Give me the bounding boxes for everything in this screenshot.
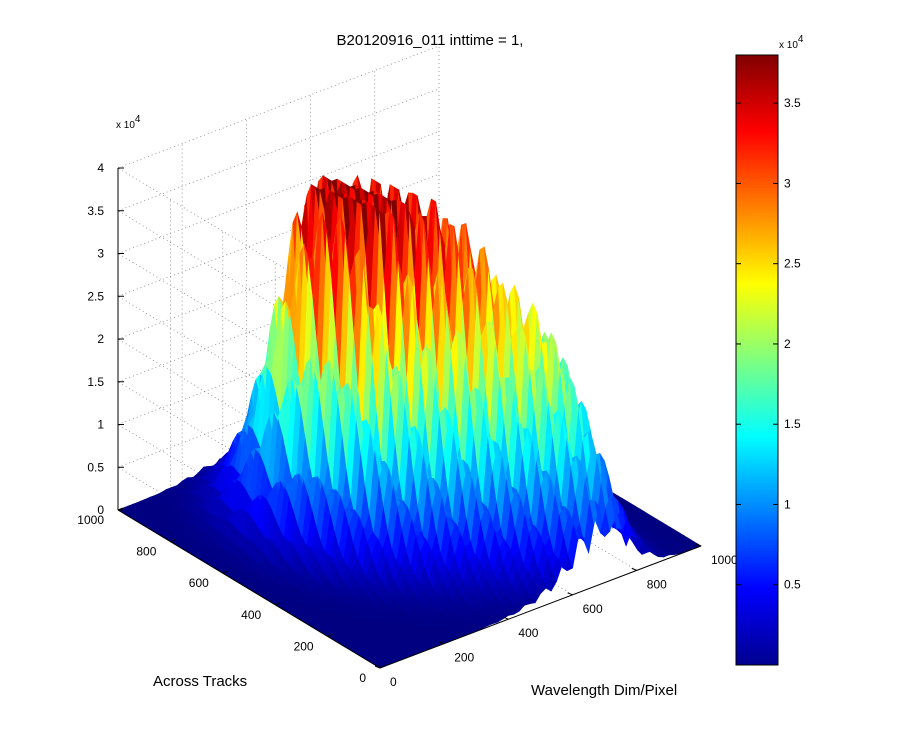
colorbar-multiplier-exponent: 4 <box>798 34 804 45</box>
colorbar-tick-label: 3 <box>784 176 791 190</box>
z-tick-label: 1.5 <box>87 375 104 389</box>
z-tick-label: 2 <box>97 332 104 346</box>
x-axis-line <box>379 545 702 669</box>
y-tick-label: 200 <box>294 639 314 653</box>
y-tick-label: 0 <box>359 671 366 685</box>
colorbar-tick-label: 3.5 <box>784 96 801 110</box>
colorbar: 0.5 1 1.5 2 2.5 3 3.5 x 104 <box>735 34 804 666</box>
z-tick-label: 0 <box>97 503 104 517</box>
plot-axes: 0 0.5 1 1.5 2 2.5 3 3.5 4 0 200 400 600 800 1000 0 200… <box>77 45 738 689</box>
y-tick-label: 600 <box>189 576 209 590</box>
y-tick-label: 1000 <box>77 513 104 527</box>
colorbar-tick-label: 2.5 <box>784 257 801 271</box>
colorbar-multiplier: x 104 <box>779 34 804 51</box>
z-tick-label: 3 <box>97 247 104 261</box>
z-tick-label: 4 <box>97 161 104 175</box>
x-tick-label: 400 <box>518 626 538 640</box>
z-tick-label: 0.5 <box>87 460 104 474</box>
x-tick-label: 800 <box>647 577 667 591</box>
y-axis-ticks: 0 200 400 600 800 1000 <box>77 507 386 685</box>
x-tick-label: 200 <box>454 651 474 665</box>
surface-mesh <box>117 174 702 669</box>
y-axis-label: Across Tracks <box>153 673 247 690</box>
colorbar-tick-label: 2 <box>784 337 791 351</box>
y-axis-line <box>117 509 381 669</box>
colorbar-tick-label: 1 <box>784 497 791 511</box>
colorbar-ticks: 0.5 1 1.5 2 2.5 3 3.5 <box>736 96 801 592</box>
x-tick-label: 0 <box>390 675 397 689</box>
x-axis-label: Wavelength Dim/Pixel <box>531 682 677 699</box>
colorbar-tick-label: 0.5 <box>784 578 801 592</box>
z-axis-multiplier: x 104 <box>116 114 141 131</box>
z-axis-ticks: 0 0.5 1 1.5 2 2.5 3 3.5 4 <box>87 161 124 517</box>
y-tick-label: 800 <box>136 545 156 559</box>
z-tick-label: 1 <box>97 418 104 432</box>
x-tick-label: 600 <box>583 602 603 616</box>
x-tick-label: 1000 <box>711 553 738 567</box>
z-tick-label: 2.5 <box>87 289 104 303</box>
y-tick-label: 400 <box>241 608 261 622</box>
chart-title: B20120916_011 inttime = 1, <box>337 32 524 49</box>
z-tick-label: 3.5 <box>87 204 104 218</box>
x-axis-ticks: 0 200 400 600 800 1000 <box>374 543 738 689</box>
colorbar-tick-label: 1.5 <box>784 417 801 431</box>
z-axis-multiplier-exponent: 4 <box>135 114 141 125</box>
colorbar-gradient <box>735 54 779 666</box>
